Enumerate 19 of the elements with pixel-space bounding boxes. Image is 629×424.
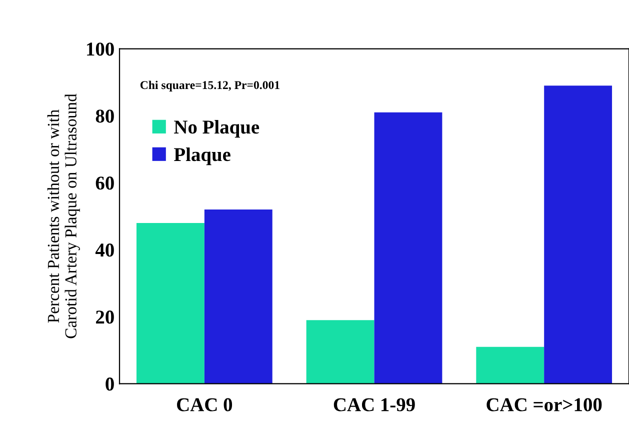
bar	[374, 112, 442, 384]
annotation: Chi square=15.12, Pr=0.001	[140, 80, 280, 92]
bar	[136, 222, 204, 384]
x-tick-label: CAC =or>100	[486, 398, 602, 412]
legend-label: Plaque	[174, 147, 230, 166]
bar	[306, 320, 374, 384]
y-tick-label: 40	[95, 244, 114, 257]
bar	[204, 210, 272, 384]
y-tick-label: 80	[96, 110, 114, 123]
legend-label: No Plaque	[174, 120, 260, 138]
y-tick-label: 60	[96, 176, 114, 190]
bar	[476, 346, 544, 384]
y-tick-label: 20	[96, 310, 114, 324]
y-tick-label: 100	[87, 42, 114, 56]
x-tick-label: CAC 0	[177, 398, 232, 412]
y-tick-label: 0	[106, 378, 114, 391]
x-tick-label: CAC 1-99	[334, 398, 415, 412]
bar	[544, 86, 612, 384]
y-axis-title: Percent Patients without or with Carotid Artery Plaque on Ultrasound	[47, 94, 80, 338]
